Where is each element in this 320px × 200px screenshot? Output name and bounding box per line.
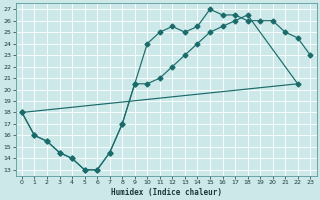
X-axis label: Humidex (Indice chaleur): Humidex (Indice chaleur) — [111, 188, 221, 197]
